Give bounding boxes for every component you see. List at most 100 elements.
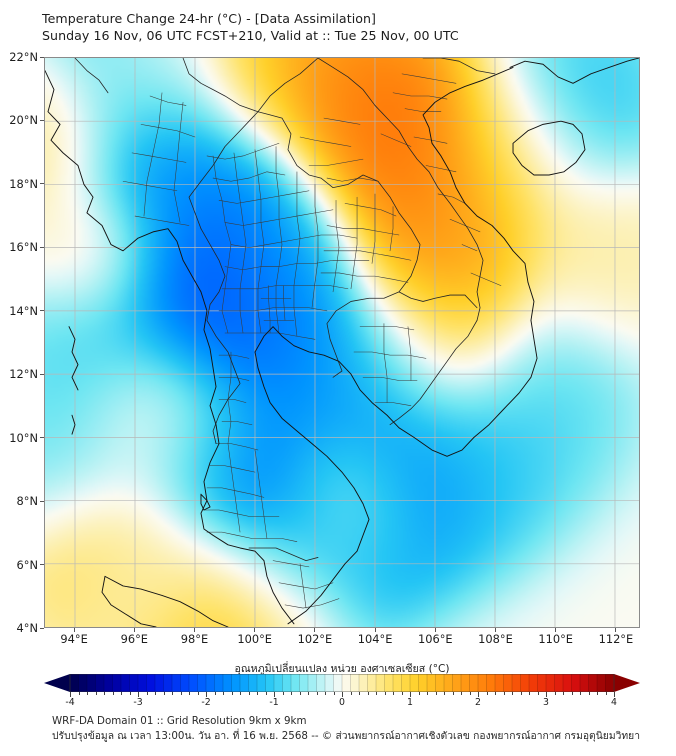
colorbar-minor-tick: [325, 692, 326, 695]
colorbar-minor-tick: [214, 692, 216, 695]
x-axis-tick-label: 94°E: [60, 632, 88, 646]
x-axis-tick-label: 98°E: [180, 632, 209, 646]
colorbar-minor-tick: [461, 692, 462, 695]
x-axis-tick-mark: [555, 628, 557, 632]
colorbar-minor-tick: [580, 692, 581, 695]
x-axis-tick-mark: [374, 628, 376, 632]
colorbar-minor-tick: [520, 692, 522, 695]
colorbar-minor-tick: [308, 692, 309, 695]
colorbar-minor-tick: [597, 692, 598, 695]
colorbar-tick-label: 1: [407, 697, 413, 708]
y-axis-tick-mark: [40, 564, 44, 566]
colorbar-minor-tick: [248, 692, 250, 695]
y-axis-tick-mark: [40, 500, 44, 502]
colorbar-block: อุณหภูมิเปลี่ยนแปลง หน่วย องศาเซลเซียส (…: [44, 660, 640, 708]
y-axis-tick-label: 16°N: [9, 240, 38, 255]
colorbar-minor-tick: [452, 692, 454, 695]
colorbar-minor-tick: [503, 692, 505, 695]
y-axis-tick-label: 18°N: [9, 176, 38, 191]
colorbar-tick-label: -2: [201, 697, 211, 708]
colorbar-minor-tick: [121, 692, 122, 695]
x-axis-tick-label: 102°E: [297, 632, 333, 646]
colorbar-tick-label: 2: [475, 697, 481, 708]
x-axis-tick-mark: [434, 628, 436, 632]
colorbar-minor-tick: [291, 692, 292, 695]
colorbar-minor-tick: [563, 692, 564, 695]
footer-line1: WRF-DA Domain 01 :: Grid Resolution 9km …: [52, 715, 307, 727]
x-axis-tick-label: 112°E: [598, 632, 634, 646]
colorbar-minor-tick: [469, 692, 471, 695]
colorbar-minor-tick: [223, 692, 224, 695]
y-axis-tick-mark: [40, 373, 44, 375]
x-axis-tick-mark: [194, 628, 195, 632]
x-axis-tick-label: 96°E: [120, 632, 148, 646]
colorbar-major-tick: [614, 692, 615, 697]
y-axis-tick-mark: [40, 119, 44, 121]
colorbar-minor-tick: [146, 692, 148, 695]
colorbar-minor-tick: [87, 692, 88, 695]
colorbar-major-tick: [410, 692, 411, 697]
colorbar-minor-tick: [605, 692, 607, 695]
colorbar-minor-tick: [495, 692, 496, 695]
colorbar-major-tick: [478, 692, 479, 697]
colorbar-minor-tick: [571, 692, 573, 695]
colorbar-minor-tick: [231, 692, 233, 695]
y-axis-tick-mark: [40, 246, 44, 248]
colorbar-minor-tick: [112, 692, 114, 695]
colorbar-tick-label: -1: [269, 697, 279, 708]
chart-title-line2: Sunday 16 Nov, 06 UTC FCST+210, Valid at…: [42, 28, 459, 43]
colorbar-tick-label: 4: [611, 697, 617, 708]
y-axis-tick-mark: [40, 310, 44, 312]
x-axis-tick-mark: [133, 628, 135, 632]
colorbar-minor-tick: [401, 692, 403, 695]
colorbar-minor-tick: [155, 692, 156, 695]
y-axis-tick-mark: [40, 627, 44, 629]
y-axis-tick-label: 6°N: [16, 557, 38, 572]
y-axis-tick-label: 20°N: [9, 113, 38, 128]
chart-title-block: Temperature Change 24-hr (°C) - [Data As…: [42, 10, 459, 44]
colorbar-major-tick: [206, 692, 207, 697]
y-axis-tick-mark: [40, 437, 44, 439]
colorbar-minor-tick: [189, 692, 190, 695]
colorbar-minor-tick: [418, 692, 420, 695]
colorbar-minor-tick: [95, 692, 97, 695]
colorbar-minor-tick: [282, 692, 284, 695]
colorbar-minor-tick: [197, 692, 199, 695]
colorbar-minor-tick: [316, 692, 318, 695]
colorbar-minor-tick: [444, 692, 445, 695]
colorbar-minor-tick: [435, 692, 437, 695]
colorbar-major-tick: [546, 692, 547, 697]
y-axis-tick-label: 8°N: [16, 494, 38, 509]
colorbar-tick-label: 0: [339, 697, 345, 708]
y-axis-tick-label: 12°N: [9, 367, 38, 382]
x-axis-tick-mark: [495, 628, 496, 632]
colorbar-minor-tick: [512, 692, 513, 695]
colorbar-tick-label: -4: [65, 697, 75, 708]
colorbar-minor-tick: [78, 692, 80, 695]
x-axis-tick-label: 110°E: [538, 632, 574, 646]
y-axis-tick-mark: [40, 183, 44, 185]
colorbar-tick-label: -3: [133, 697, 143, 708]
map-plot-area[interactable]: [44, 57, 640, 628]
colorbar-minor-tick: [172, 692, 173, 695]
colorbar-minor-tick: [257, 692, 258, 695]
colorbar-major-tick: [274, 692, 275, 697]
chart-title-line1: Temperature Change 24-hr (°C) - [Data As…: [42, 11, 376, 26]
x-axis-tick-mark: [615, 628, 617, 632]
colorbar-minor-tick: [427, 692, 428, 695]
colorbar-minor-tick: [333, 692, 335, 695]
colorbar-tick-label: 3: [543, 697, 549, 708]
colorbar-minor-tick: [376, 692, 377, 695]
y-axis-tick-mark: [40, 56, 44, 58]
colorbar-minor-tick: [486, 692, 488, 695]
colorbar-minor-tick: [299, 692, 301, 695]
x-axis-tick-mark: [254, 628, 256, 632]
colorbar-major-tick: [138, 692, 139, 697]
x-axis-tick-label: 108°E: [478, 632, 513, 646]
colorbar-minor-tick: [393, 692, 394, 695]
colorbar-major-tick: [70, 692, 71, 697]
colorbar-ticks: -4 -3 -2 -1 0 1 2 3 4: [44, 692, 640, 708]
colorbar-label: อุณหภูมิเปลี่ยนแปลง หน่วย องศาเซลเซียส (…: [234, 663, 450, 675]
